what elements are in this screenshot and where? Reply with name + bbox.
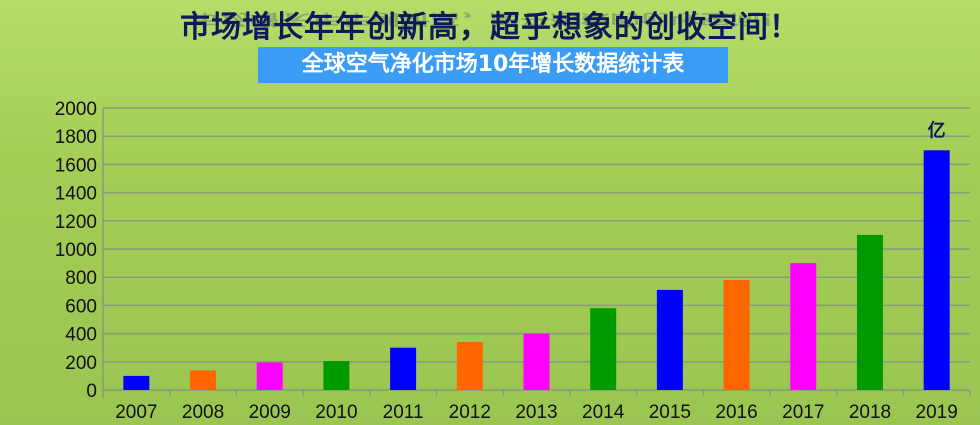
x-tick-label: 2013: [515, 402, 557, 423]
y-tick-label: 600: [65, 296, 97, 317]
bar-2009: [256, 362, 283, 390]
x-tick-label: 2008: [182, 402, 224, 423]
x-tick-label: 2010: [315, 402, 357, 423]
x-tick-label: 2012: [449, 402, 491, 423]
bar-2010: [323, 361, 350, 390]
bar-2018: [856, 234, 883, 390]
x-tick-label: 2017: [782, 402, 824, 423]
x-tick-label: 2018: [849, 402, 891, 423]
y-tick-label: 200: [65, 353, 97, 374]
y-tick-label: 1400: [55, 184, 97, 205]
y-tick-label: 400: [65, 325, 97, 346]
bar-2013: [523, 333, 550, 390]
bar-2015: [656, 289, 683, 390]
headline: 市场增长年年创新高，超乎想象的创收空间！: [180, 10, 800, 45]
x-tick-label: 2015: [649, 402, 691, 423]
x-tick-label: 2011: [383, 402, 424, 423]
y-tick-label: 800: [65, 268, 97, 289]
x-tick-label: 2009: [249, 402, 291, 423]
bar-2008: [190, 370, 217, 390]
y-tick-label: 1200: [55, 212, 97, 233]
y-tick-label: 0: [86, 381, 97, 402]
unit-label: 亿: [928, 119, 946, 141]
y-tick-label: 1000: [55, 240, 97, 261]
bar-2012: [456, 342, 483, 390]
chart-title-banner: 全球空气净化市场10年增长数据统计表: [258, 47, 728, 83]
bar-2014: [590, 308, 617, 390]
bar-2019: [923, 150, 950, 390]
x-tick-label: 2014: [582, 402, 625, 423]
y-tick-label: 2000: [55, 99, 97, 120]
y-tick-label: 1800: [55, 127, 97, 148]
bar-2007: [123, 375, 150, 390]
x-tick-label: 2016: [715, 402, 757, 423]
bar-2016: [723, 280, 750, 390]
bar-2017: [790, 263, 817, 390]
x-tick-label: 2019: [916, 402, 958, 423]
y-tick-label: 1600: [55, 155, 97, 176]
bar-2011: [390, 347, 417, 390]
x-tick-label: 2007: [115, 402, 157, 423]
